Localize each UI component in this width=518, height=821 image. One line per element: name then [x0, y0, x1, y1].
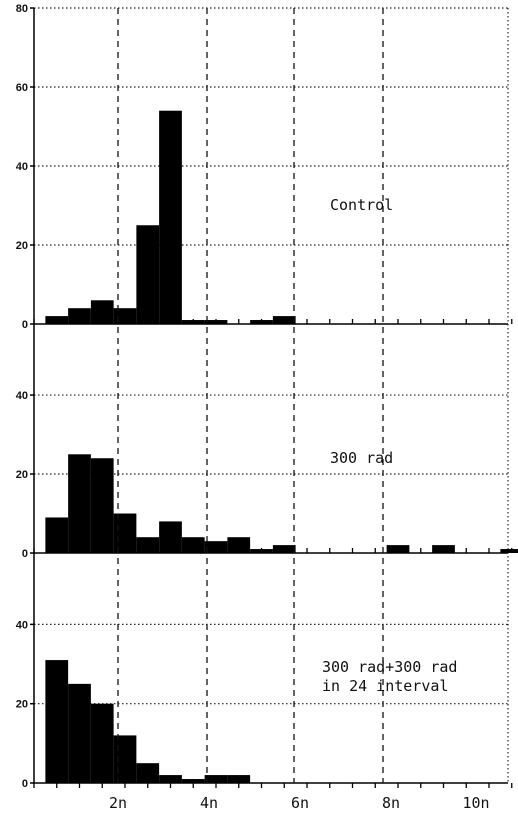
y-tick-label: 20: [16, 469, 28, 481]
bar: [90, 458, 114, 553]
bar: [68, 454, 91, 553]
bar: [68, 683, 91, 783]
panel-label: 300 rad+300 rad in 24 interval: [322, 658, 457, 695]
y-tick-label: 40: [16, 161, 28, 173]
histogram-panels: 80 60 40 20 0 Control 40 20 0 300 rad 40 20 0 300 rad…: [16, 3, 518, 790]
bar: [227, 775, 251, 783]
bar: [136, 225, 160, 324]
bar: [204, 541, 228, 553]
x-tick-label: 2n: [109, 794, 127, 812]
bar: [136, 763, 160, 783]
y-tick-label: 60: [16, 82, 28, 94]
bar: [159, 521, 182, 553]
x-tick-label: 4n: [200, 794, 218, 812]
y-tick-label: 0: [22, 319, 28, 331]
bar: [45, 660, 69, 783]
bar: [159, 775, 182, 783]
bar: [136, 537, 160, 553]
bar: [113, 308, 137, 324]
y-tick-label: 0: [22, 778, 28, 790]
panel-label: Control: [330, 196, 393, 214]
x-tick-label: 8n: [382, 794, 400, 812]
panel-3: 40 20 0 300 rad+300 rad in 24 interval: [16, 619, 508, 790]
bar: [181, 779, 205, 783]
bar: [90, 703, 114, 783]
bar: [68, 308, 91, 324]
panel-label: 300 rad: [330, 449, 393, 467]
x-axis: 2n 4n 6n 8n 10n: [33, 8, 513, 812]
bar: [45, 517, 69, 553]
y-tick-label: 40: [16, 619, 28, 631]
bar: [204, 775, 228, 783]
x-tick-label: 10n: [462, 794, 489, 812]
panel-1: 80 60 40 20 0 Control: [16, 3, 508, 331]
y-tick-label: 20: [16, 699, 28, 711]
bar: [113, 735, 137, 783]
bar: [181, 537, 205, 553]
panel-2: 40 20 0 300 rad: [16, 390, 518, 560]
bar: [227, 537, 251, 553]
bar: [500, 549, 518, 553]
bar: [113, 513, 137, 553]
bar: [159, 110, 182, 324]
y-tick-label: 40: [16, 390, 28, 402]
y-tick-label: 0: [22, 548, 28, 560]
y-tick-label: 80: [16, 3, 28, 15]
x-tick-label: 6n: [291, 794, 309, 812]
bar: [90, 300, 114, 324]
y-tick-label: 20: [16, 240, 28, 252]
